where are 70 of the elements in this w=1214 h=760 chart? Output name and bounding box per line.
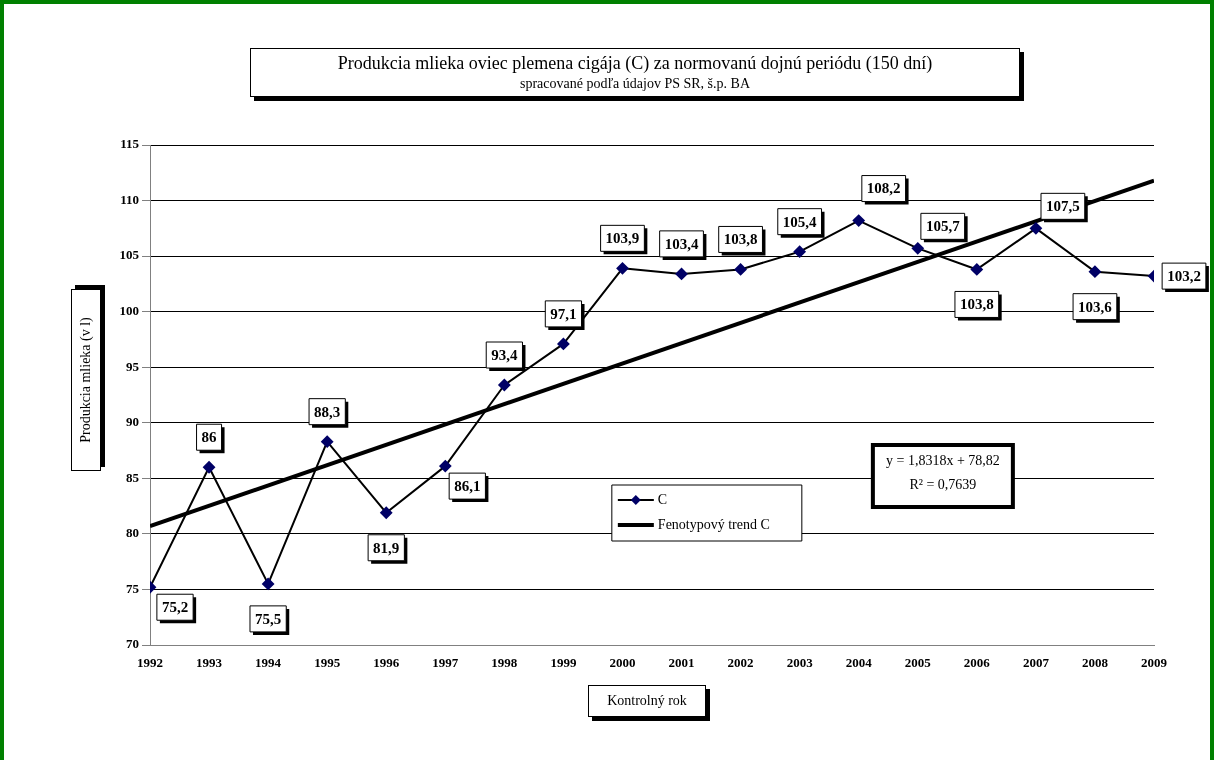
data-label: 86,1 bbox=[454, 477, 481, 494]
y-tick-label: 100 bbox=[119, 303, 139, 319]
x-tick-label: 1999 bbox=[550, 655, 577, 671]
x-axis-title: Kontrolný rok bbox=[588, 685, 706, 717]
data-label: 75,5 bbox=[254, 610, 282, 627]
x-tick-label: 1997 bbox=[432, 655, 459, 671]
y-tick-label: 105 bbox=[119, 247, 140, 263]
point bbox=[734, 263, 747, 276]
point bbox=[970, 263, 983, 276]
data-label: 103,6 bbox=[1078, 298, 1113, 315]
data-label: 107,5 bbox=[1046, 198, 1080, 215]
annotation: y = 1,8318x + 78,82 bbox=[885, 452, 1000, 468]
x-tick-label: 2008 bbox=[1081, 655, 1109, 671]
chart-title: Produkcia mlieka oviec plemena cigája (C) za normovanú dojnú periódu (150 dní) bbox=[336, 53, 934, 74]
legend-label: C bbox=[657, 491, 668, 507]
data-label: 103,2 bbox=[1167, 267, 1201, 284]
point bbox=[1029, 222, 1042, 235]
point bbox=[911, 242, 924, 255]
y-tick-label: 85 bbox=[126, 469, 140, 485]
y-tick-label: 115 bbox=[120, 136, 140, 152]
data-label: 105,4 bbox=[782, 213, 818, 230]
point bbox=[616, 262, 629, 275]
x-tick-label: 2004 bbox=[845, 655, 873, 671]
data-label: 103,8 bbox=[959, 296, 994, 313]
x-tick-label: 2009 bbox=[1141, 655, 1168, 671]
y-tick-label: 95 bbox=[126, 358, 140, 374]
data-label: 103,4 bbox=[664, 235, 699, 252]
x-tick-label: 2002 bbox=[727, 655, 754, 671]
x-tick-label: 1994 bbox=[255, 655, 282, 671]
data-label: 97,1 bbox=[550, 305, 577, 322]
y-tick-label: 75 bbox=[126, 580, 140, 596]
data-label: 103,8 bbox=[723, 231, 758, 248]
x-tick-label: 1993 bbox=[196, 655, 223, 671]
x-tick-label: 2003 bbox=[786, 655, 814, 671]
y-tick-label: 90 bbox=[126, 414, 139, 430]
x-tick-label: 2007 bbox=[1022, 655, 1050, 671]
point bbox=[262, 577, 275, 590]
x-tick-label: 2001 bbox=[668, 655, 695, 671]
x-tick-label: 2005 bbox=[904, 655, 932, 671]
data-label: 103,9 bbox=[605, 230, 640, 247]
data-label: 105,7 bbox=[925, 218, 961, 235]
point bbox=[321, 435, 334, 448]
annotation: R² = 0,7639 bbox=[909, 476, 977, 492]
point bbox=[675, 267, 688, 280]
data-label: 81,9 bbox=[373, 539, 400, 556]
data-label: 88,3 bbox=[314, 403, 341, 420]
data-label: 75,2 bbox=[161, 599, 189, 616]
chart-subtitle: spracované podľa údajov PS SR, š.p. BA bbox=[518, 76, 752, 92]
y-tick-label: 110 bbox=[120, 191, 139, 207]
point bbox=[203, 461, 216, 474]
y-tick-label: 70 bbox=[126, 636, 139, 652]
data-label: 86 bbox=[201, 429, 218, 446]
x-tick-label: 1992 bbox=[137, 655, 163, 671]
y-tick-label: 80 bbox=[126, 525, 139, 541]
x-tick-label: 1998 bbox=[491, 655, 518, 671]
point bbox=[498, 379, 511, 391]
point bbox=[557, 337, 570, 350]
point bbox=[380, 506, 393, 519]
point bbox=[1088, 265, 1101, 278]
point bbox=[793, 245, 806, 258]
data-label: 93,4 bbox=[491, 346, 518, 363]
legend-label: Fenotypový trend C bbox=[657, 516, 770, 532]
x-tick-label: 2000 bbox=[609, 655, 636, 671]
x-tick-label: 2006 bbox=[963, 655, 991, 671]
point bbox=[439, 460, 452, 473]
x-tick-label: 1996 bbox=[373, 655, 400, 671]
data-label: 108,2 bbox=[866, 180, 901, 197]
y-axis-title: Produkcia mlieka (v l) bbox=[71, 289, 101, 471]
x-tick-label: 1995 bbox=[314, 655, 341, 671]
point bbox=[852, 214, 865, 227]
